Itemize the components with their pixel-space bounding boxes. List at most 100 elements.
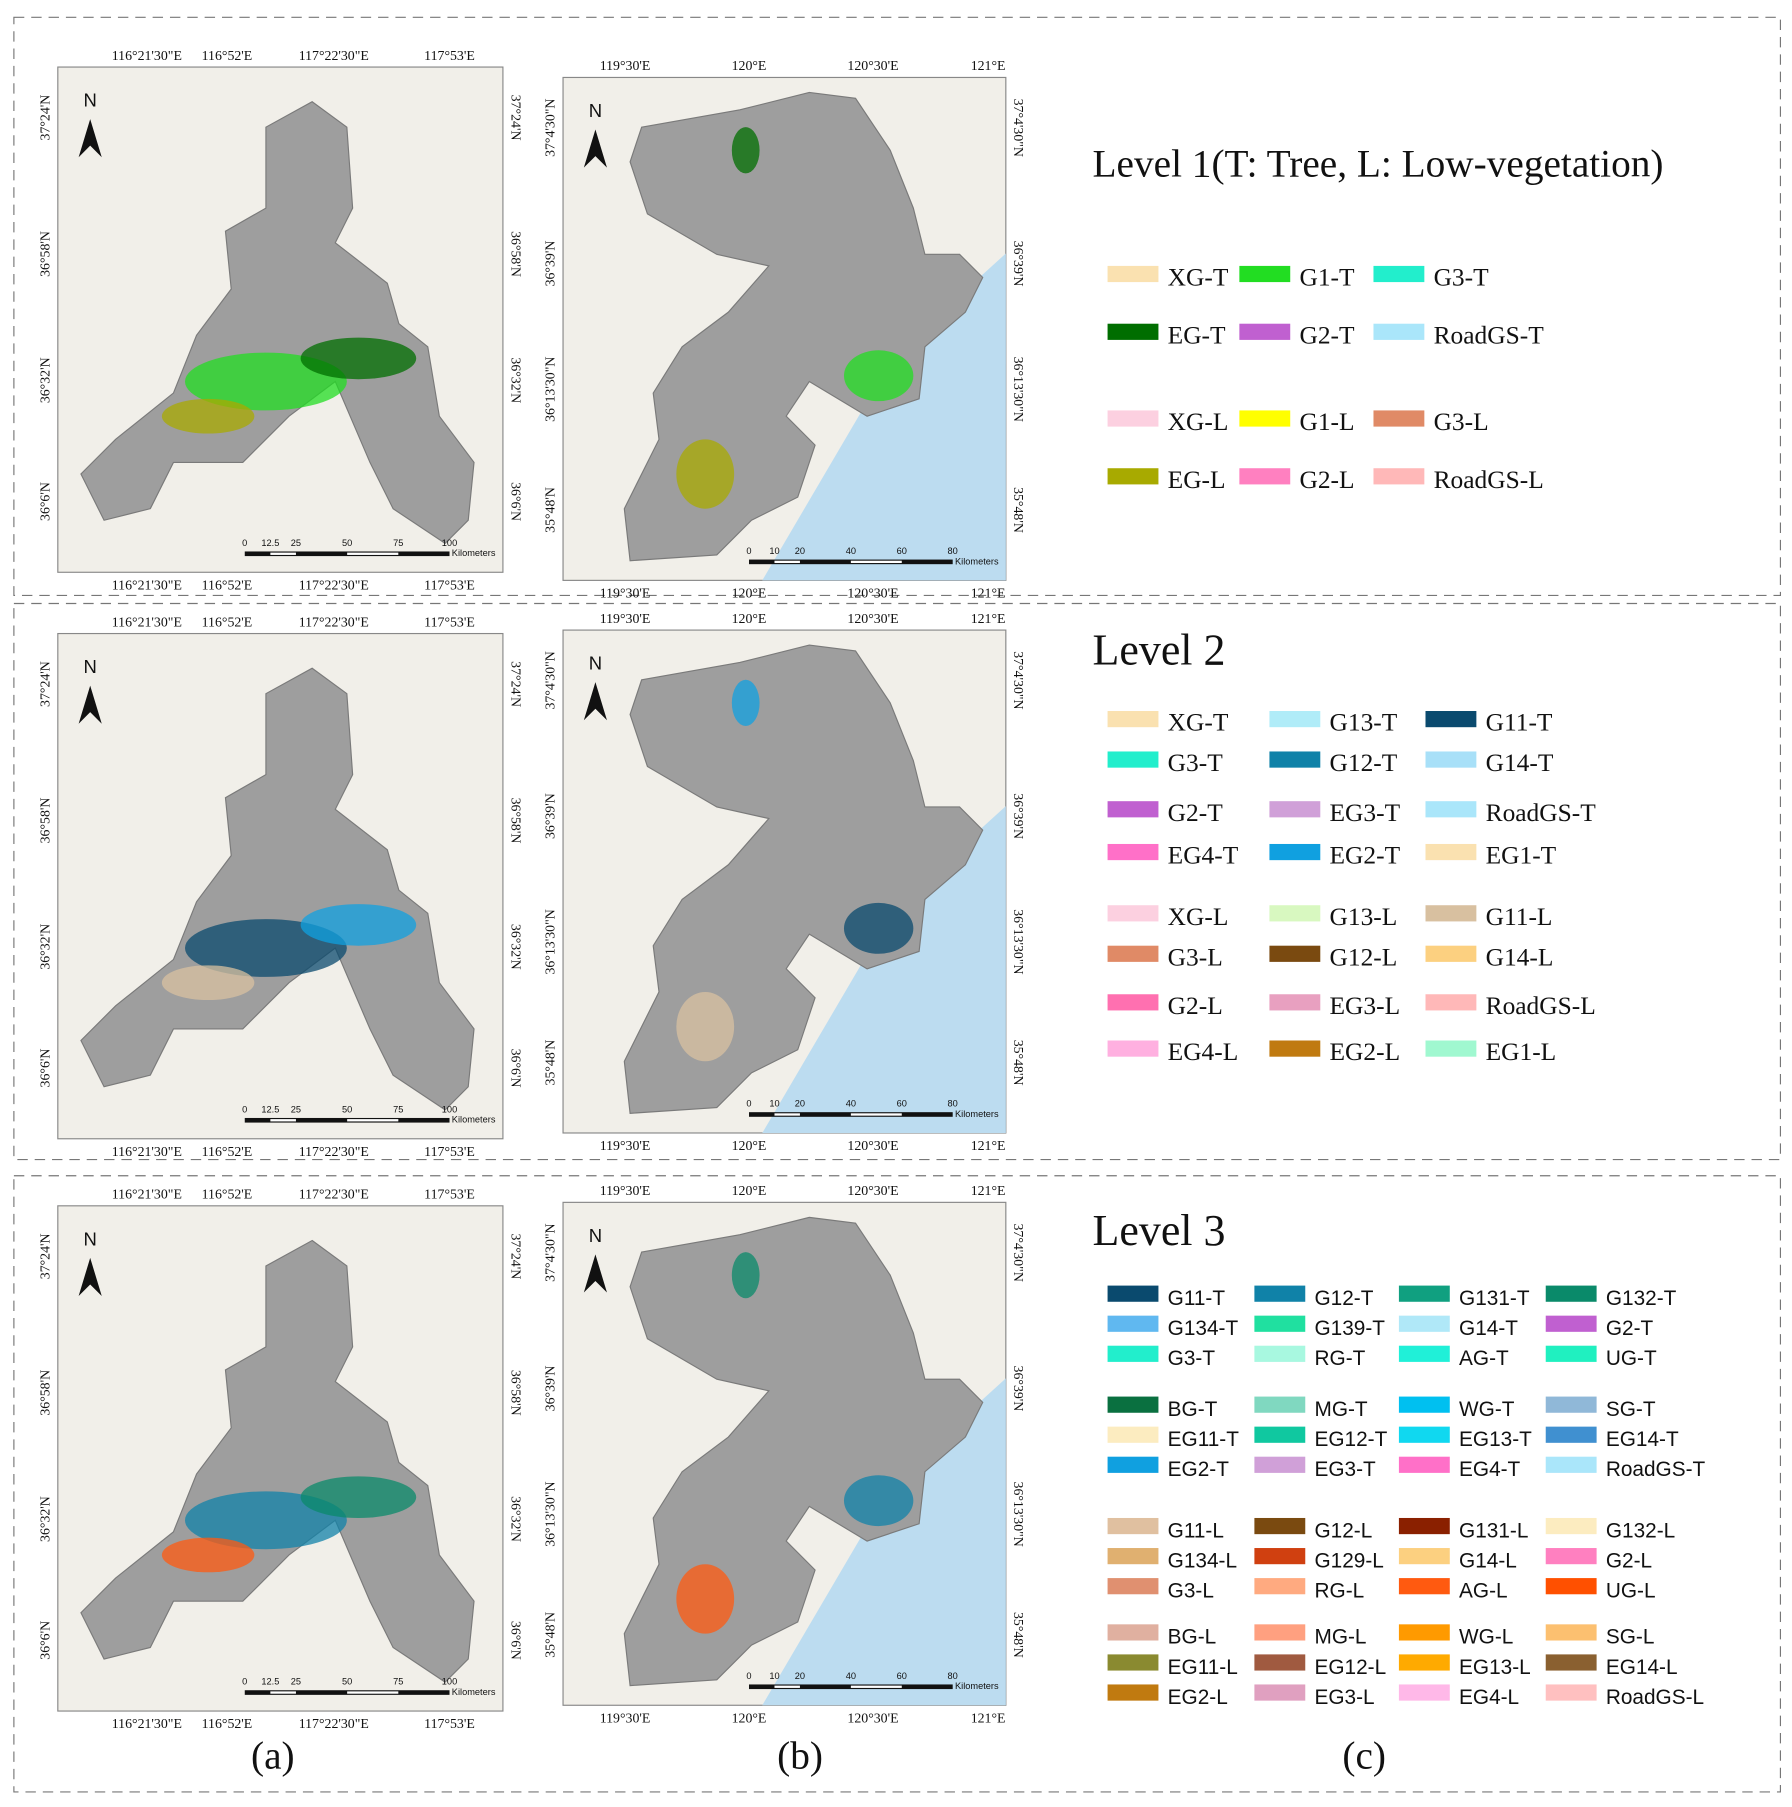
legend-label: RoadGS-L [1606, 1686, 1704, 1709]
legend-label: BG-T [1168, 1398, 1218, 1421]
legend-label: G11-L [1168, 1519, 1224, 1542]
legend-label: EG2-L [1168, 1686, 1228, 1709]
legend-swatch [1425, 994, 1477, 1011]
north-arrow [583, 682, 607, 721]
legend-label: WG-T [1459, 1398, 1515, 1421]
scale-label: 10 [769, 546, 779, 556]
legend-label: EG13-L [1459, 1656, 1531, 1679]
legend-swatch [1107, 1345, 1159, 1362]
legend-swatch [1107, 711, 1159, 728]
legend-swatch [1239, 265, 1291, 283]
legend-label: G134-T [1168, 1317, 1239, 1340]
legend-label: EG14-T [1606, 1428, 1679, 1451]
scale-unit: Kilometers [452, 548, 496, 558]
latitude-label: 37°24'N [507, 1233, 522, 1279]
scale-bar-segment [774, 1113, 800, 1116]
legend-label: XG-L [1168, 407, 1229, 436]
legend-label: RoadGS-L [1486, 991, 1596, 1020]
vegetation-patch [676, 1564, 735, 1634]
latitude-label: 36°58'N [507, 1370, 522, 1416]
scale-unit: Kilometers [452, 1115, 496, 1125]
legend-swatch [1254, 1315, 1306, 1332]
longitude-label: 116°21'30"E [112, 1717, 182, 1732]
latitude-label: 36°39'N [544, 793, 559, 839]
longitude-label: 116°21'30"E [112, 578, 182, 593]
legend-swatch [1425, 711, 1477, 728]
scale-label: 25 [291, 538, 301, 548]
vegetation-patch [300, 904, 417, 946]
legend-swatch [1269, 751, 1321, 768]
legend-swatch [1545, 1517, 1597, 1535]
legend-swatch [1545, 1456, 1597, 1473]
legend-label: G131-T [1459, 1287, 1530, 1310]
latitude-label: 36°58'N [507, 231, 522, 277]
row-frame [13, 16, 1782, 596]
scale-unit: Kilometers [955, 556, 999, 566]
legend-swatch [1107, 751, 1159, 768]
scale-label: 25 [291, 1677, 301, 1687]
legend-swatch [1545, 1426, 1597, 1443]
legend-label: G129-L [1315, 1549, 1384, 1572]
longitude-label: 120°E [732, 612, 767, 627]
legend-swatch [1545, 1578, 1597, 1595]
north-arrow [78, 1257, 102, 1296]
map: N 119°30'E 119°30'E 120°E 120°E 120°30'E 120°3… [544, 612, 1026, 1154]
latitude-label: 37°4'30"N [1010, 651, 1025, 709]
latitude-label: 36°6'N [38, 1049, 53, 1088]
latitude-label: 36°39'N [1010, 241, 1025, 287]
legend-label: MG-L [1315, 1626, 1367, 1649]
scale-label: 75 [393, 1104, 403, 1114]
legend-swatch [1545, 1654, 1597, 1671]
scale-label: 12.5 [261, 1677, 279, 1687]
longitude-label: 121°E [971, 1184, 1006, 1199]
legend-label: G14-T [1459, 1317, 1518, 1340]
legend-swatch [1425, 905, 1477, 922]
latitude-label: 36°32'N [38, 924, 53, 970]
legend-swatch [1545, 1285, 1597, 1302]
legend-swatch [1107, 1040, 1159, 1057]
panel-label: (c) [1342, 1734, 1386, 1778]
vegetation-patch [300, 337, 417, 380]
legend-label: BG-L [1168, 1626, 1217, 1649]
legend-label: G139-T [1315, 1317, 1386, 1340]
north-label: N [589, 1225, 602, 1246]
map: N 119°30'E 119°30'E 120°E 120°E 120°30'E 120°3… [544, 1184, 1026, 1726]
latitude-label: 35°48'N [1010, 1612, 1025, 1658]
scale-label: 60 [897, 1099, 907, 1109]
latitude-label: 36°6'N [38, 1621, 53, 1660]
legend-swatch [1239, 323, 1291, 340]
legend-swatch [1398, 1315, 1450, 1332]
legend-swatch [1373, 410, 1425, 427]
legend-swatch [1254, 1396, 1306, 1413]
legend-swatch [1107, 801, 1159, 818]
legend-label: G1-T [1299, 263, 1355, 292]
legend-swatch [1398, 1456, 1450, 1473]
longitude-label: 120°30'E [847, 1184, 898, 1199]
scale-label: 40 [846, 546, 856, 556]
north-label: N [84, 90, 97, 111]
legend-label: AG-T [1459, 1347, 1509, 1370]
legend-swatch [1373, 468, 1425, 485]
legend-label: UG-T [1606, 1347, 1657, 1370]
legend-swatch [1398, 1285, 1450, 1302]
latitude-label: 36°13'30"N [1010, 1482, 1025, 1547]
legend-label: RoadGS-T [1606, 1458, 1706, 1481]
level-title: Level 1(T: Tree, L: Low-vegetation) [1093, 142, 1664, 186]
legend-label: G3-L [1168, 1579, 1214, 1602]
latitude-label: 37°24'N [507, 95, 522, 141]
legend-swatch [1269, 711, 1321, 728]
scale-label: 60 [897, 1671, 907, 1681]
vegetation-patch [676, 439, 735, 509]
longitude-label: 116°21'30"E [112, 49, 182, 64]
latitude-label: 36°39'N [1010, 1366, 1025, 1412]
legend-label: G1-L [1299, 407, 1354, 436]
north-arrow [583, 1254, 607, 1293]
scale-label: 0 [242, 1677, 247, 1687]
scale-bar-segment [774, 560, 800, 564]
vegetation-patch [843, 350, 914, 402]
latitude-label: 35°48'N [1010, 487, 1025, 533]
longitude-label: 116°21'30"E [112, 615, 182, 630]
legend-swatch [1107, 468, 1159, 485]
latitude-label: 36°32'N [507, 357, 522, 403]
legend-swatch [1545, 1624, 1597, 1641]
